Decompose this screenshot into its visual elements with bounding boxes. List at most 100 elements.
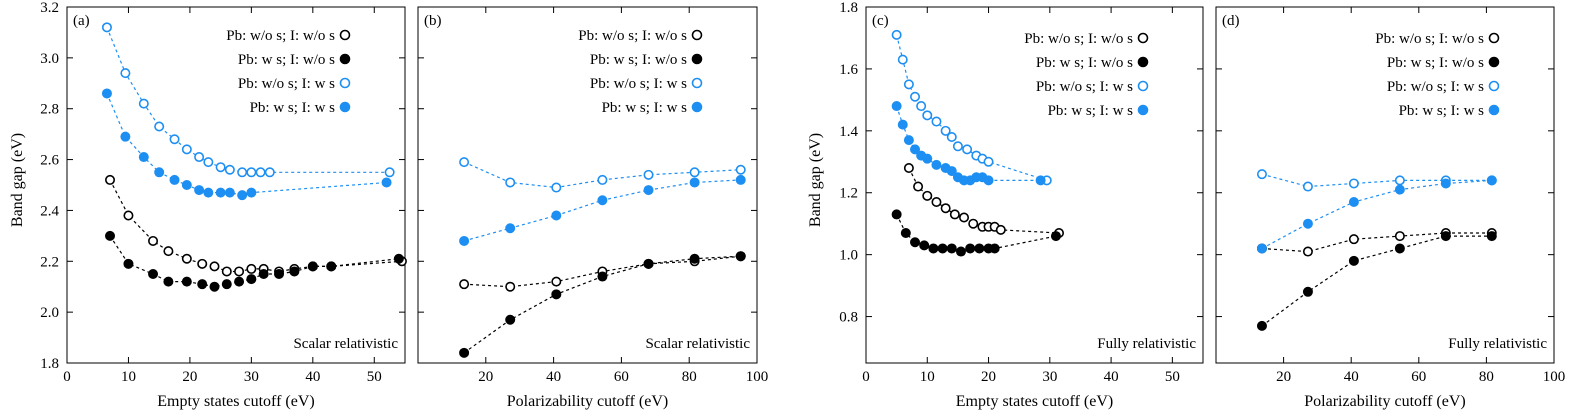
- data-point: [643, 169, 654, 180]
- y-tick-label: 2.0: [40, 305, 59, 321]
- data-point: [897, 54, 908, 65]
- legend-marker: [339, 29, 351, 41]
- data-point: [689, 253, 700, 264]
- data-point: [163, 246, 174, 257]
- data-point: [197, 258, 208, 269]
- plot-frame: [66, 6, 406, 364]
- legend-label: Pb: w/o s; I: w/o s: [578, 28, 687, 44]
- x-axis-label: Empty states cutoff (eV): [157, 393, 314, 410]
- series-line: [896, 105, 1041, 181]
- y-axis-label-right: Band gap (eV): [807, 133, 824, 227]
- x-axis-label: Polarizability cutoff (eV): [1304, 393, 1465, 410]
- data-point: [735, 164, 746, 175]
- data-point: [1256, 243, 1267, 254]
- series-line: [1261, 179, 1492, 250]
- x-axis-label: Polarizability cutoff (eV): [507, 393, 668, 410]
- y-tick-label: 1.8: [839, 0, 858, 16]
- data-point: [203, 157, 214, 168]
- data-point: [597, 195, 608, 206]
- data-point: [903, 135, 914, 146]
- data-point: [1302, 246, 1313, 257]
- data-point: [928, 243, 939, 254]
- data-point: [946, 132, 957, 143]
- data-point: [459, 347, 470, 358]
- data-point: [1394, 184, 1405, 195]
- data-point: [234, 266, 245, 277]
- data-point: [209, 281, 220, 292]
- plot-frame: [865, 6, 1204, 364]
- data-point: [181, 276, 192, 287]
- legend-marker: [339, 53, 351, 65]
- data-point: [900, 227, 911, 238]
- data-point: [1050, 231, 1061, 242]
- data-point: [551, 210, 562, 221]
- data-point: [307, 261, 318, 272]
- data-point: [974, 243, 985, 254]
- legend-marker: [1137, 80, 1149, 92]
- legend-label: Pb: w s; I: w/o s: [590, 52, 687, 68]
- data-point: [1440, 231, 1451, 242]
- panel-label: (b): [424, 13, 442, 29]
- x-tick-label: 20: [981, 369, 996, 385]
- y-tick-label: 2.6: [40, 153, 59, 169]
- data-point: [505, 223, 516, 234]
- data-point: [120, 68, 131, 79]
- data-point: [505, 177, 516, 188]
- data-point: [919, 240, 930, 251]
- data-point: [224, 164, 235, 175]
- x-tick-label: 100: [1543, 369, 1566, 385]
- y-tick-label: 2.2: [40, 254, 59, 270]
- data-point: [735, 251, 746, 262]
- data-point: [264, 167, 275, 178]
- y-tick-label: 2.8: [40, 102, 59, 118]
- series-line: [106, 27, 390, 173]
- data-point: [1394, 231, 1405, 242]
- data-point: [181, 144, 192, 155]
- panel-label: (d): [1222, 13, 1240, 29]
- data-point: [689, 167, 700, 178]
- annotation: Scalar relativistic: [645, 336, 750, 352]
- plot-frame: [1215, 6, 1555, 364]
- data-point: [931, 116, 942, 127]
- legend-marker: [691, 101, 703, 113]
- y-tick-label: 1.8: [40, 356, 59, 372]
- data-point: [163, 276, 174, 287]
- data-point: [237, 167, 248, 178]
- data-point: [922, 190, 933, 201]
- annotation: Scalar relativistic: [293, 336, 398, 352]
- data-point: [215, 162, 226, 173]
- data-point: [955, 246, 966, 257]
- series-line: [463, 179, 741, 242]
- y-tick-label: 3.0: [40, 51, 59, 67]
- data-point: [983, 175, 994, 186]
- x-tick-label: 60: [614, 369, 629, 385]
- data-point: [897, 119, 908, 130]
- x-tick-label: 80: [1479, 369, 1494, 385]
- x-tick-label: 10: [121, 369, 136, 385]
- data-point: [326, 261, 337, 272]
- legend-marker: [339, 101, 351, 113]
- data-point: [962, 144, 973, 155]
- data-point: [968, 218, 979, 229]
- data-point: [903, 79, 914, 90]
- legend-label: Pb: w/o s; I: w s: [238, 76, 335, 92]
- legend-marker: [1488, 32, 1500, 44]
- data-point: [995, 224, 1006, 235]
- data-point: [197, 279, 208, 290]
- series-line: [1261, 173, 1492, 188]
- plot-frame: [417, 6, 758, 364]
- x-tick-label: 100: [746, 369, 769, 385]
- data-point: [246, 187, 257, 198]
- data-point: [148, 235, 159, 246]
- data-point: [946, 243, 957, 254]
- data-point: [1035, 175, 1046, 186]
- x-tick-label: 40: [305, 369, 320, 385]
- data-point: [215, 187, 226, 198]
- data-point: [154, 121, 165, 132]
- data-point: [237, 190, 248, 201]
- legend-label: Pb: w/o s; I: w s: [1036, 79, 1133, 95]
- legend-marker: [339, 77, 351, 89]
- legend-label: Pb: w s; I: w/o s: [1387, 55, 1484, 71]
- data-point: [459, 157, 470, 168]
